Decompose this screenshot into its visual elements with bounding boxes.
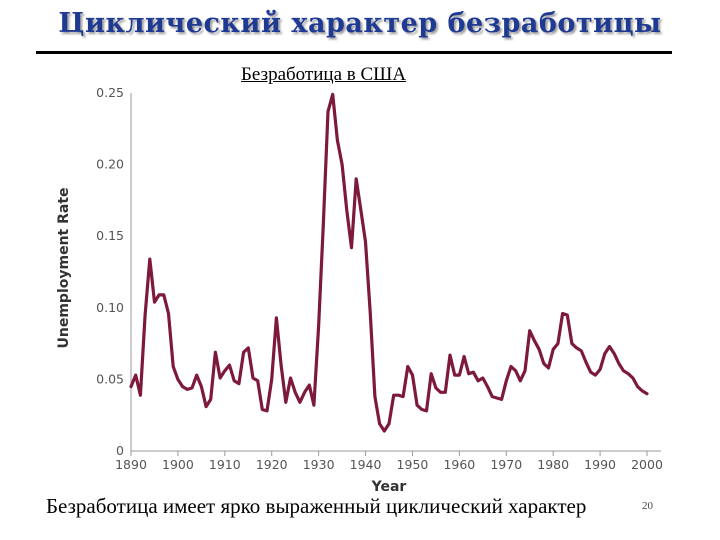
- x-tick-label: 1920: [256, 457, 288, 472]
- x-tick-label: 1940: [350, 457, 382, 472]
- y-tick-label: 0.15: [96, 228, 124, 243]
- slide-title: Циклический характер безработицы: [58, 8, 662, 39]
- y-tick-label: 0.10: [96, 300, 124, 315]
- x-tick-label: 1970: [490, 457, 522, 472]
- y-tick-label: 0: [116, 443, 124, 458]
- y-tick-label: 0.25: [96, 85, 124, 100]
- x-tick-label: 1910: [209, 457, 241, 472]
- unemployment-series-line: [129, 92, 649, 433]
- x-tick-label: 1960: [443, 457, 475, 472]
- x-tick-label: 1900: [162, 457, 194, 472]
- x-tick-label: 2000: [631, 457, 663, 472]
- y-tick-label: 0.20: [96, 157, 124, 172]
- x-tick-label: 1950: [397, 457, 429, 472]
- x-tick-label: 1930: [303, 457, 335, 472]
- x-axis-label: Year: [371, 479, 407, 495]
- title-divider: [36, 51, 672, 54]
- slide-page-number: 20: [642, 500, 653, 512]
- x-tick-label: 1890: [115, 457, 147, 472]
- x-tick-group: 1890 1900 1910 1920 1930 1940 1950 1960 1970 1980…: [115, 451, 663, 472]
- y-tick-group: 0 0.05 0.10 0.15 0.20 0.25: [96, 85, 124, 458]
- y-tick-label: 0.05: [96, 371, 124, 386]
- y-axis-label: Unemployment Rate: [56, 187, 72, 348]
- chart-title: Безработица в США: [241, 64, 407, 85]
- slide-caption: Безработица имеет ярко выраженный циклич…: [46, 494, 587, 518]
- x-tick-label: 1980: [537, 457, 569, 472]
- x-tick-label: 1990: [584, 457, 616, 472]
